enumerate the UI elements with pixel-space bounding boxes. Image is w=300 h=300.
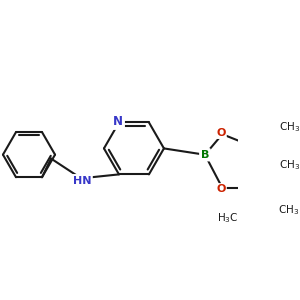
Text: CH$_3$: CH$_3$ — [279, 120, 300, 134]
Text: CH$_3$: CH$_3$ — [278, 203, 299, 217]
Text: N: N — [113, 115, 123, 128]
Text: CH$_3$: CH$_3$ — [279, 158, 300, 172]
Text: O: O — [216, 128, 225, 138]
Text: B: B — [201, 150, 209, 160]
Text: H$_3$C: H$_3$C — [217, 211, 238, 225]
Text: HN: HN — [73, 176, 91, 186]
Text: O: O — [216, 184, 225, 194]
